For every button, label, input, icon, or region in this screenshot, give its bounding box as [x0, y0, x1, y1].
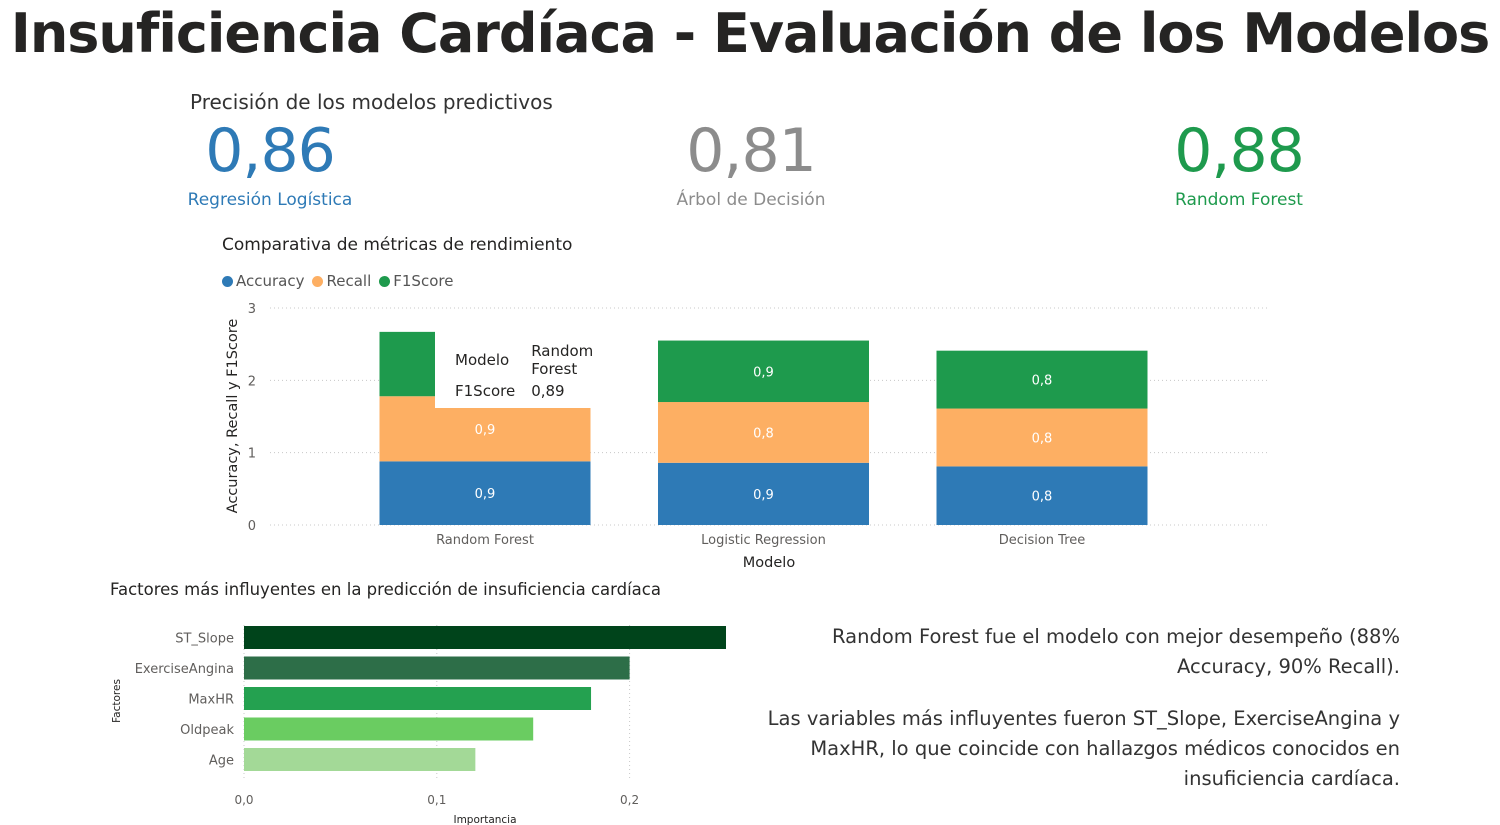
y-axis-title: Factores: [111, 679, 123, 723]
chart-tooltip: Modelo Random Forest F1Score 0,89: [435, 330, 655, 408]
x-tick-label: 0,2: [620, 793, 639, 807]
factor-bar[interactable]: [244, 626, 726, 649]
bar-segment-recall[interactable]: [936, 408, 1148, 467]
kpi-value: 0,81: [686, 116, 817, 186]
data-label: 0,9: [475, 487, 496, 502]
legend-dot-icon: [312, 275, 324, 287]
legend-dot-icon: [222, 275, 233, 287]
x-tick-label: Logistic Regression: [701, 533, 826, 548]
kpi-random-forest: 0,88 Random Forest: [1089, 112, 1389, 210]
y-tick-label: 0: [248, 519, 256, 534]
bar-segment-accuracy[interactable]: [379, 461, 591, 525]
factors-chart-title: Factores más influyentes en la predicció…: [110, 580, 661, 599]
summary-paragraph-2: Las variables más influyentes fueron ST_…: [767, 707, 1400, 790]
kpi-decision-tree: 0,81 Árbol de Decisión: [601, 112, 901, 210]
bar-segment-f1score[interactable]: [658, 340, 869, 403]
legend-item-f1score[interactable]: F1Score: [379, 272, 453, 290]
y-tick-label: 3: [248, 302, 256, 317]
data-label: 0,8: [1032, 490, 1053, 505]
bar-segment-recall[interactable]: [658, 402, 869, 463]
factor-bar[interactable]: [244, 687, 592, 710]
bar-segment-accuracy[interactable]: [936, 466, 1148, 525]
bar-segment-f1score[interactable]: [936, 350, 1148, 409]
y-axis-title: Accuracy, Recall y F1Score: [225, 319, 241, 514]
kpi-header: Precisión de los modelos predictivos: [190, 90, 553, 114]
kpi-label: Regresión Logística: [187, 190, 353, 210]
y-tick-label: MaxHR: [188, 693, 234, 708]
legend-item-recall[interactable]: Recall: [312, 272, 371, 290]
legend-dot-icon: [379, 275, 391, 287]
data-label: 0,8: [1032, 374, 1053, 389]
bar-segment-accuracy[interactable]: [658, 462, 869, 525]
y-tick-label: Age: [209, 754, 234, 769]
summary-paragraph-1: Random Forest fue el modelo con mejor de…: [832, 625, 1400, 678]
metrics-legend: Accuracy Recall F1Score: [222, 272, 453, 290]
data-label: 0,8: [753, 426, 774, 441]
factor-bar[interactable]: [244, 748, 476, 771]
y-tick-label: 1: [248, 447, 256, 462]
y-tick-label: 2: [248, 374, 256, 389]
data-label: 0,9: [475, 423, 496, 438]
kpi-value: 0,88: [1174, 116, 1305, 186]
data-label: 0,9: [753, 365, 774, 380]
legend-label: F1Score: [393, 272, 454, 290]
x-tick-label: Random Forest: [436, 533, 534, 548]
kpi-label: Random Forest: [1175, 190, 1303, 210]
x-tick-label: Decision Tree: [999, 533, 1086, 548]
legend-label: Recall: [326, 272, 372, 290]
data-label: 0,9: [753, 488, 774, 503]
factor-bar[interactable]: [244, 717, 534, 741]
legend-label: Accuracy: [236, 272, 305, 290]
kpi-value: 0,86: [205, 116, 336, 186]
x-tick-label: 0,0: [234, 793, 253, 807]
y-tick-label: Oldpeak: [180, 723, 234, 738]
x-axis-title: Importancia: [453, 814, 516, 825]
tooltip-value: Random Forest: [531, 342, 594, 378]
kpi-logistic-regression: 0,86 Regresión Logística: [120, 112, 420, 210]
page-title: Insuficiencia Cardíaca - Evaluación de l…: [10, 2, 1491, 65]
factor-bar[interactable]: [244, 656, 630, 680]
kpi-label: Árbol de Decisión: [676, 190, 826, 210]
y-tick-label: ExerciseAngina: [135, 662, 234, 677]
metrics-chart-title: Comparativa de métricas de rendimiento: [222, 235, 573, 255]
x-tick-label: 0,1: [427, 793, 446, 807]
tooltip-value: 0,89: [531, 382, 565, 400]
legend-item-accuracy[interactable]: Accuracy: [222, 272, 304, 290]
tooltip-key: F1Score: [455, 382, 516, 400]
x-axis-title: Modelo: [743, 555, 796, 571]
data-label: 0,8: [1032, 431, 1053, 446]
tooltip-key: Modelo: [455, 351, 510, 369]
y-tick-label: ST_Slope: [175, 632, 234, 647]
